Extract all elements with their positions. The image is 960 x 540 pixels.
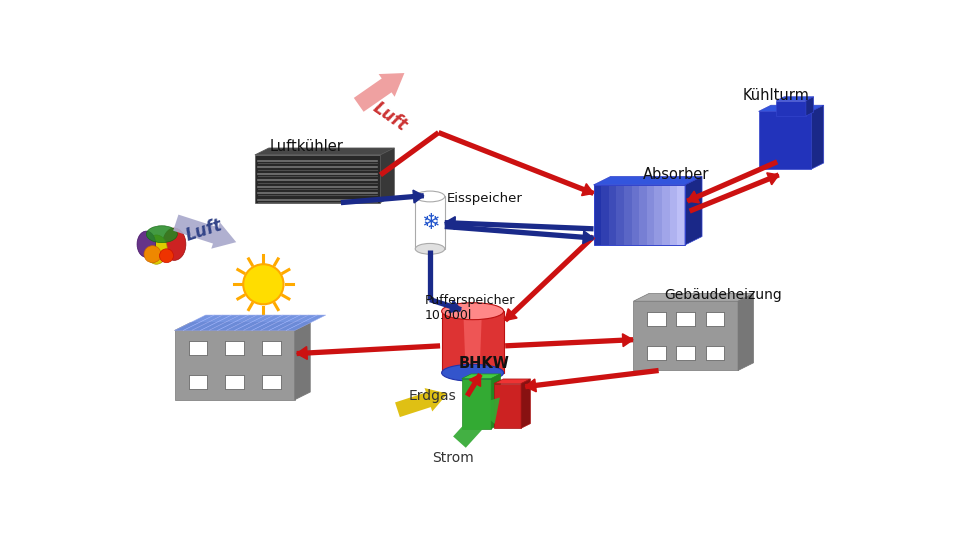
Ellipse shape [442,303,504,320]
Polygon shape [226,375,244,389]
Ellipse shape [416,244,444,254]
Polygon shape [777,97,814,100]
Polygon shape [354,73,404,112]
Polygon shape [226,341,244,355]
Polygon shape [632,185,639,245]
Polygon shape [416,197,444,249]
Ellipse shape [442,364,504,381]
Polygon shape [254,155,380,202]
Polygon shape [706,312,724,326]
Polygon shape [593,177,702,185]
Text: Strom: Strom [432,450,474,464]
Polygon shape [173,214,236,249]
Polygon shape [639,185,647,245]
Polygon shape [647,185,655,245]
Polygon shape [449,300,461,313]
Polygon shape [616,185,624,245]
Ellipse shape [416,191,444,202]
Ellipse shape [162,228,186,260]
Polygon shape [706,346,724,360]
Polygon shape [687,191,699,203]
Polygon shape [492,374,500,429]
Polygon shape [444,217,455,230]
Text: BHKW: BHKW [459,356,510,371]
Polygon shape [647,346,666,360]
Polygon shape [295,323,310,400]
Polygon shape [464,311,482,373]
Polygon shape [758,105,824,111]
Text: Luft: Luft [183,216,225,245]
Polygon shape [262,375,281,389]
Polygon shape [811,105,824,169]
Polygon shape [521,379,530,428]
Text: ❄: ❄ [420,213,440,233]
Polygon shape [175,323,310,330]
Polygon shape [175,330,295,400]
Polygon shape [453,397,500,448]
Polygon shape [677,312,695,326]
Polygon shape [297,347,307,360]
Polygon shape [413,190,423,203]
Ellipse shape [137,231,156,257]
Polygon shape [758,111,811,169]
Polygon shape [188,341,207,355]
Polygon shape [805,97,814,116]
Ellipse shape [146,226,178,242]
Polygon shape [469,374,481,387]
Ellipse shape [144,246,161,262]
Polygon shape [380,148,395,202]
Text: Pufferspeicher
10.000l: Pufferspeicher 10.000l [424,294,515,322]
Polygon shape [525,379,537,392]
Polygon shape [462,374,500,379]
Polygon shape [777,100,805,116]
Polygon shape [262,341,281,355]
Polygon shape [260,315,308,330]
Polygon shape [505,309,517,320]
Text: Eisspeicher: Eisspeicher [447,192,523,205]
Polygon shape [678,185,685,245]
Polygon shape [494,383,521,428]
Polygon shape [209,315,257,330]
Polygon shape [277,315,325,330]
Polygon shape [634,294,754,301]
Text: Luftkühler: Luftkühler [270,139,344,154]
Polygon shape [677,346,695,360]
Polygon shape [243,315,292,330]
Circle shape [243,264,283,304]
Ellipse shape [159,249,174,262]
Polygon shape [655,185,662,245]
Polygon shape [622,334,633,347]
Text: Luft: Luft [369,99,410,136]
Text: Erdgas: Erdgas [408,389,456,403]
Polygon shape [670,185,678,245]
Polygon shape [634,301,738,370]
Polygon shape [494,379,530,383]
Polygon shape [582,184,593,195]
Polygon shape [442,311,504,373]
Polygon shape [662,185,670,245]
Text: Kühlturm: Kühlturm [742,88,809,103]
Polygon shape [767,173,779,185]
Polygon shape [609,185,616,245]
Polygon shape [624,185,632,245]
Polygon shape [593,185,601,245]
Polygon shape [647,312,666,326]
Polygon shape [175,315,223,330]
Polygon shape [396,388,447,417]
Polygon shape [685,177,702,245]
Polygon shape [583,231,593,244]
Ellipse shape [146,235,167,264]
Polygon shape [462,379,492,429]
Polygon shape [601,185,609,245]
Polygon shape [227,315,275,330]
Text: Absorber: Absorber [643,167,709,182]
Polygon shape [254,148,395,155]
Polygon shape [192,315,240,330]
Polygon shape [188,375,207,389]
Polygon shape [738,294,754,370]
Text: Gebäudeheizung: Gebäudeheizung [664,288,781,302]
